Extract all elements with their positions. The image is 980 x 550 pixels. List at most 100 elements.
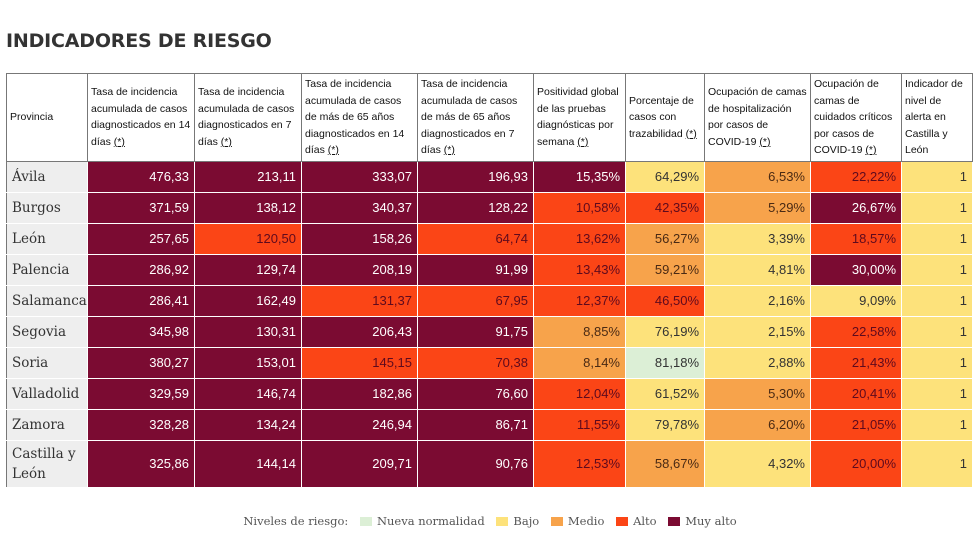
value-cell: 1 [901,408,973,441]
value-cell: 5,30% [704,377,811,410]
footnote-link[interactable]: (*) [759,135,771,148]
legend-item-medio: Medio [550,514,604,528]
value-cell: 20,00% [810,439,902,488]
value-cell: 4,32% [704,439,811,488]
table-header-row: Provincia Tasa de incidencia acumulada d… [6,73,973,162]
value-cell: 208,19 [301,253,418,286]
value-cell: 476,33 [87,160,195,193]
table-row: Ávila 476,33 213,11 333,07 196,93 15,35% 64,29… [6,160,973,193]
page-title: INDICADORES DE RIESGO [6,30,272,52]
value-cell: 182,86 [301,377,418,410]
table-row: Valladolid 329,59 146,74 182,86 76,60 12,04% 6… [6,377,973,410]
value-cell: 246,94 [301,408,418,441]
value-cell: 158,26 [301,222,418,255]
value-cell: 86,71 [417,408,534,441]
value-cell: 10,58% [533,191,626,224]
value-cell: 162,49 [194,284,302,317]
header-provincia: Provincia [6,73,88,162]
value-cell: 20,41% [810,377,902,410]
province-cell: Valladolid [6,377,88,410]
value-cell: 12,53% [533,439,626,488]
table-row: Soria 380,27 153,01 145,15 70,38 8,14% 81,18% 2… [6,346,973,379]
table-row: Castilla y León 325,86 144,14 209,71 90,76 12… [6,439,973,488]
value-cell: 345,98 [87,315,195,348]
footnote-link[interactable]: (*) [577,135,589,148]
value-cell: 22,58% [810,315,902,348]
value-cell: 61,52% [625,377,705,410]
province-cell: Castilla y León [6,439,88,488]
province-cell: León [6,222,88,255]
header-col-3: Tasa de incidencia acumulada de casos de… [301,73,418,162]
value-cell: 12,04% [533,377,626,410]
value-cell: 12,37% [533,284,626,317]
value-cell: 91,99 [417,253,534,286]
risk-indicators-table: Provincia Tasa de incidencia acumulada d… [6,73,973,488]
table-row: Zamora 328,28 134,24 246,94 86,71 11,55% 79,78… [6,408,973,441]
value-cell: 138,12 [194,191,302,224]
value-cell: 76,60 [417,377,534,410]
risk-legend: Niveles de riesgo: Nueva normalidad Bajo… [0,514,980,528]
value-cell: 1 [901,377,973,410]
footnote-link[interactable]: (*) [327,144,339,156]
legend-item-bajo: Bajo [496,514,539,528]
value-cell: 380,27 [87,346,195,379]
header-col-8: Ocupación de camas de cuidados críticos … [810,73,902,162]
value-cell: 46,50% [625,284,705,317]
legend-swatch [668,516,681,526]
value-cell: 1 [901,191,973,224]
value-cell: 3,39% [704,222,811,255]
value-cell: 340,37 [301,191,418,224]
legend-item-muy-alto: Muy alto [668,514,737,528]
value-cell: 30,00% [810,253,902,286]
value-cell: 64,29% [625,160,705,193]
value-cell: 42,35% [625,191,705,224]
value-cell: 13,43% [533,253,626,286]
value-cell: 6,20% [704,408,811,441]
legend-item-nueva-normalidad: Nueva normalidad [359,514,485,528]
value-cell: 145,15 [301,346,418,379]
value-cell: 58,67% [625,439,705,488]
value-cell: 153,01 [194,346,302,379]
value-cell: 144,14 [194,439,302,488]
value-cell: 64,74 [417,222,534,255]
province-cell: Salamanca [6,284,88,317]
value-cell: 1 [901,222,973,255]
province-cell: Segovia [6,315,88,348]
value-cell: 21,43% [810,346,902,379]
header-col-1: Tasa de incidencia acumulada de casos di… [87,73,195,162]
value-cell: 4,81% [704,253,811,286]
table-row: Segovia 345,98 130,31 206,43 91,75 8,85% 76,19… [6,315,973,348]
value-cell: 70,38 [417,346,534,379]
table-row: Salamanca 286,41 162,49 131,37 67,95 12,37% 46… [6,284,973,317]
legend-swatch [550,516,563,526]
legend-item-alto: Alto [616,514,657,528]
value-cell: 196,93 [417,160,534,193]
value-cell: 286,41 [87,284,195,317]
value-cell: 1 [901,284,973,317]
value-cell: 9,09% [810,284,902,317]
value-cell: 13,62% [533,222,626,255]
value-cell: 134,24 [194,408,302,441]
footnote-link[interactable]: (*) [113,135,125,148]
value-cell: 76,19% [625,315,705,348]
value-cell: 257,65 [87,222,195,255]
legend-label: Niveles de riesgo: [243,514,349,528]
value-cell: 67,95 [417,284,534,317]
footnote-link[interactable]: (*) [685,127,697,140]
header-col-2: Tasa de incidencia acumulada de casos di… [194,73,302,162]
table-row: Burgos 371,59 138,12 340,37 128,22 10,58% 42,3… [6,191,973,224]
footnote-link[interactable]: (*) [220,135,232,148]
value-cell: 5,29% [704,191,811,224]
value-cell: 286,92 [87,253,195,286]
value-cell: 2,88% [704,346,811,379]
header-col-4: Tasa de incidencia acumulada de casos de… [417,73,534,162]
value-cell: 325,86 [87,439,195,488]
value-cell: 18,57% [810,222,902,255]
footnote-link[interactable]: (*) [443,144,455,156]
value-cell: 91,75 [417,315,534,348]
footnote-link[interactable]: (*) [865,144,877,156]
value-cell: 1 [901,160,973,193]
table-row: León 257,65 120,50 158,26 64,74 13,62% 56,27% 3… [6,222,973,255]
value-cell: 120,50 [194,222,302,255]
value-cell: 8,85% [533,315,626,348]
